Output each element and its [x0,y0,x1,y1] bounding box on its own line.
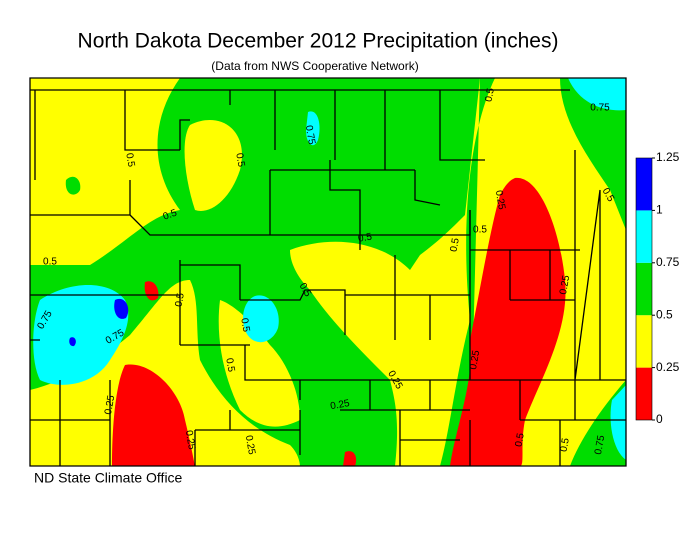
county-line [29,77,627,467]
contour-label: 0.5 [162,207,179,222]
contour-label: 0.25 [183,429,197,451]
contour-label: 0.5 [473,225,487,236]
contour-label: 0.5 [238,317,251,333]
contour-label: 0.25 [329,398,351,412]
field-cyan [306,111,320,146]
field-cyan [610,385,626,460]
legend-tick-label: 0.25 [656,360,680,374]
county-lines [29,77,627,467]
contour-label: 0.25 [468,349,482,371]
legend-tick-label: 0.75 [656,255,680,269]
contour-label: 0.5 [484,87,497,103]
county-line [30,210,580,380]
field-cyan [33,285,129,385]
field-green [65,176,81,195]
field-yellow [184,120,242,211]
field-cyan [243,295,279,343]
credit: ND State Climate Office [34,470,183,486]
legend: 0 0.25 0.5 0.75 1 1.25 [635,150,680,426]
field-red [343,451,357,466]
contour-label: 0.75 [593,434,607,456]
field-cyan [568,78,626,111]
county-line [30,339,626,455]
field-blue [114,298,129,319]
legend-frame [635,157,653,421]
contour-field [30,78,626,466]
contour-label: 0.75 [303,124,317,146]
legend-tick-label: 0 [656,412,663,426]
county-line [30,160,471,250]
field-red [112,364,195,466]
contour-label: 0.5 [514,432,527,448]
contour-label: 0.5 [43,257,57,268]
contour-label: 0.25 [493,189,507,211]
county-line [30,150,601,466]
field-blue [69,337,76,347]
legend-swatch [636,262,652,316]
map-title: North Dakota December 2012 Precipitation… [78,30,559,53]
contour-label: 0.5 [357,231,373,244]
field-green [440,78,495,466]
legend-tick-label: 1 [656,203,663,217]
legend-swatch [636,158,652,211]
legend-swatch [636,367,652,420]
contour-label: 0.25 [103,394,117,416]
legend-tick-label: 0.5 [656,307,673,321]
contour-label: 0.5 [449,237,462,253]
contour-label: 0.5 [223,357,236,373]
contour-label: 0.5 [123,152,136,168]
field-yellow [218,300,300,427]
contour-label: 0.75 [590,103,610,114]
legend-tick-label: 1.25 [656,150,680,164]
contour-label: 0.25 [558,274,572,296]
county-line [30,89,570,180]
contour-label: 0.5 [233,152,246,168]
contour-label: 0.25 [243,434,257,456]
legend-swatch [636,210,652,263]
contour-label: 0.5 [174,292,187,308]
field-yellow [30,78,180,265]
legend-swatch [636,315,652,368]
contour-label: 0.5 [559,437,572,453]
map-subtitle: (Data from NWS Cooperative Network) [211,59,418,73]
